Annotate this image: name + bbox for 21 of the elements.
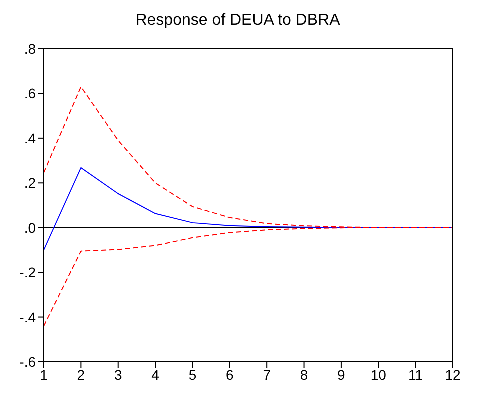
x-tick-label: 8	[300, 366, 308, 383]
chart-title: Response of DEUA to DBRA	[134, 12, 342, 31]
x-tick-label: 9	[338, 366, 346, 383]
x-tick-label: 10	[370, 366, 387, 383]
x-tick-label: 1	[40, 366, 48, 383]
y-tick-label: -.4	[20, 309, 36, 326]
y-tick-label: -.2	[20, 264, 36, 281]
x-tick-label: 2	[77, 366, 86, 383]
x-tick-label: 6	[226, 366, 234, 383]
y-tick-label: .0	[24, 220, 36, 236]
x-tick-label: 3	[114, 366, 122, 383]
x-tick-label: 5	[188, 366, 197, 383]
x-tick-label: 7	[263, 366, 272, 383]
y-tick-label: -.6	[20, 354, 36, 370]
y-tick-label: .2	[24, 175, 36, 192]
x-tick-label: 11	[408, 366, 424, 383]
y-tick-label: .6	[24, 86, 36, 102]
x-tick-label: 4	[152, 366, 160, 383]
y-tick-label: .8	[24, 40, 36, 57]
x-tick-label: 12	[445, 366, 461, 383]
y-tick-label: .4	[24, 130, 36, 146]
